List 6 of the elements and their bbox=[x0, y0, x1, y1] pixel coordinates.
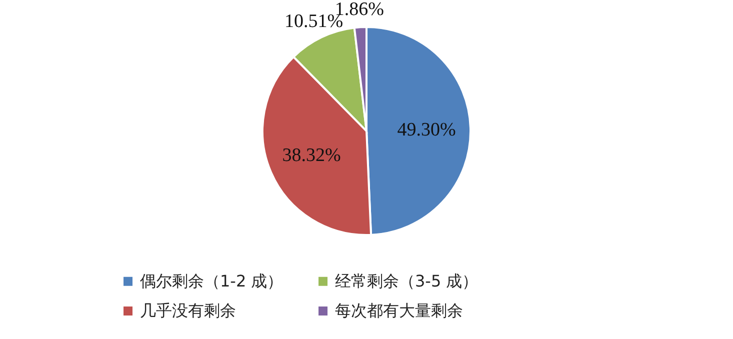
legend-label: 经常剩余（3-5 成） bbox=[335, 271, 478, 290]
data-label: 49.30% bbox=[397, 120, 456, 141]
legend-label: 几乎没有剩余 bbox=[140, 301, 236, 320]
legend-label: 每次都有大量剩余 bbox=[335, 301, 463, 320]
data-label: 38.32% bbox=[282, 144, 341, 166]
legend-label: 偶尔剩余（1-2 成） bbox=[140, 271, 284, 290]
